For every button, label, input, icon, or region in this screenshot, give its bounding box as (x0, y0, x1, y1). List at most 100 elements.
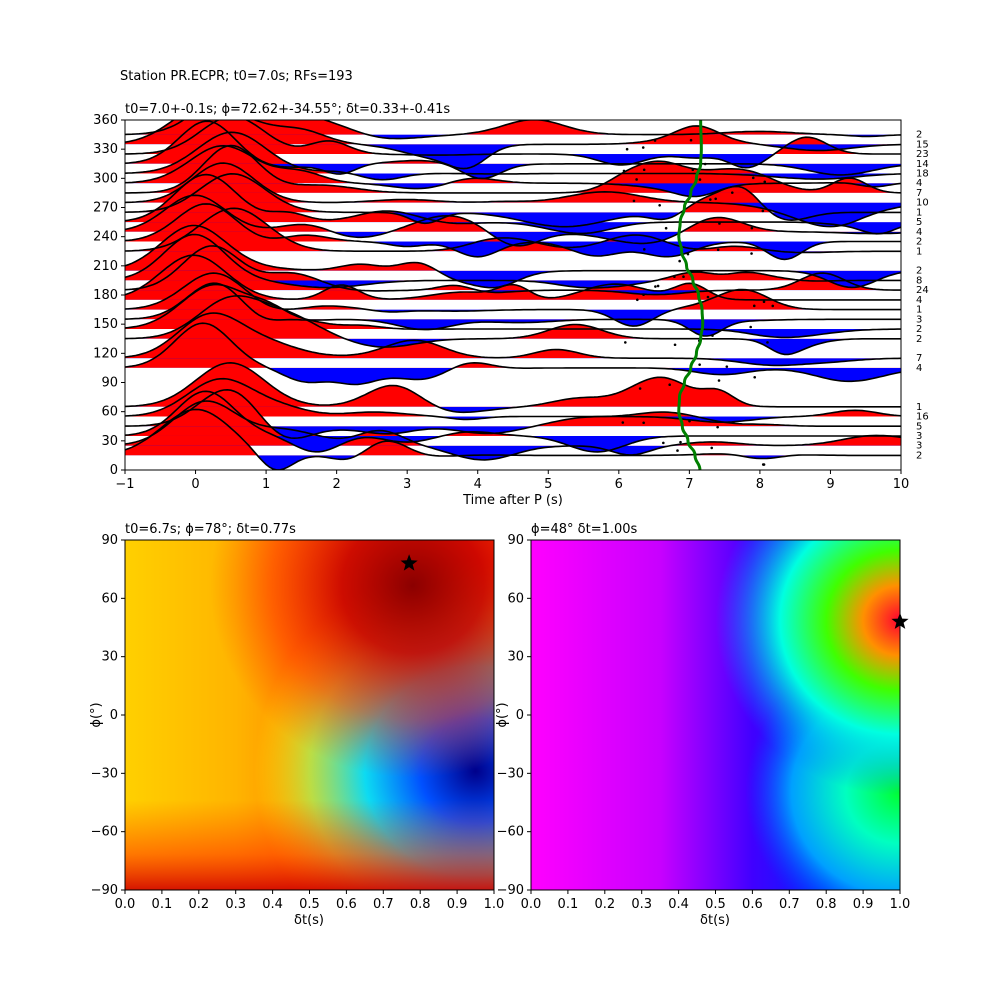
trace-count-label: 4 (916, 363, 922, 374)
pick-marker (762, 300, 766, 304)
x-tick-label: 0 (191, 477, 199, 492)
y-tick-label: 0 (516, 708, 524, 723)
pick-marker (710, 446, 714, 450)
x-tick-label: 5 (544, 477, 552, 492)
pick-marker (624, 341, 627, 344)
trace-count-label: 8 (916, 275, 922, 286)
pick-marker (698, 363, 701, 366)
pick-marker (664, 226, 668, 230)
grid-left-x-axis-label: δt(s) (294, 913, 324, 928)
x-tick-label: 0.1 (152, 897, 173, 912)
y-tick-label: −60 (497, 825, 524, 840)
y-tick-label: 30 (101, 650, 118, 665)
pick-marker (749, 325, 752, 329)
y-tick-label: 60 (507, 591, 524, 606)
trace-count-label: 2 (916, 324, 922, 335)
y-tick-label: 90 (507, 533, 524, 548)
pick-marker (678, 259, 681, 263)
picked-time-markers (621, 138, 775, 466)
traces-title: t0=7.0+-0.1s; ϕ=72.62+-34.55°; δt=0.33+-… (125, 102, 450, 117)
trace-count-label: 3 (916, 441, 922, 452)
trace-count-label: 24 (916, 285, 929, 296)
x-tick-label: 0.4 (262, 897, 283, 912)
trace-line (125, 120, 901, 140)
trace-line (125, 361, 901, 414)
best-fit-star-right (891, 612, 909, 629)
traces-x-axis-label: Time after P (s) (462, 493, 563, 508)
trace-count-label: 10 (916, 198, 929, 209)
pick-marker (658, 204, 661, 207)
grid-left-y-axis-label: ϕ(°) (89, 702, 104, 727)
trace-line (125, 207, 901, 254)
trace-line (125, 282, 901, 337)
pick-marker (636, 298, 639, 302)
pick-marker (698, 178, 702, 181)
trace-count-label: 1 (916, 246, 922, 257)
pick-marker (625, 147, 629, 151)
pick-marker (763, 180, 767, 184)
pick-marker (679, 440, 682, 444)
y-tick-label: 240 (93, 230, 118, 245)
trace-line (125, 254, 901, 301)
trace-count-label: 2 (916, 130, 922, 141)
grid-right-y-ticks: −90 −60 −30 0 30 60 90 (497, 533, 531, 898)
x-tick-label: 0.9 (853, 897, 874, 912)
trace-line (125, 144, 901, 198)
pick-marker (717, 379, 721, 382)
x-tick-label: 1 (262, 477, 270, 492)
pick-marker (771, 304, 775, 308)
trace-line (125, 294, 901, 356)
grid-right-heatmap (531, 540, 900, 890)
pick-marker (673, 275, 676, 278)
pick-marker (656, 284, 660, 288)
pick-marker (632, 199, 636, 203)
pick-marker (706, 295, 710, 299)
y-tick-label: 0 (110, 463, 118, 478)
x-tick-label: 0.8 (410, 897, 431, 912)
pick-marker (642, 168, 646, 172)
pick-marker (638, 387, 642, 390)
trace-line (125, 172, 901, 228)
trace-count-label: 2 (916, 450, 922, 461)
trace-count-label: 1 (916, 207, 922, 218)
trace-count-label: 23 (916, 149, 929, 160)
grid-left-title: t0=6.7s; ϕ=78°; δt=0.77s (125, 522, 296, 537)
receiver-function-traces-panel: t0=7.0+-0.1s; ϕ=72.62+-34.55°; δt=0.33+-… (93, 102, 929, 508)
y-tick-label: 270 (93, 201, 118, 216)
pick-marker (703, 162, 707, 166)
pick-marker (716, 425, 719, 429)
moveout-curve (677, 119, 705, 471)
pick-marker (653, 139, 657, 142)
grid-right-y-axis-label: ϕ(°) (495, 702, 510, 727)
trace-line (125, 233, 901, 289)
pick-marker (641, 146, 645, 149)
trace-line (125, 377, 901, 423)
trace-line (125, 120, 901, 180)
x-tick-label: 0.7 (373, 897, 394, 912)
pick-marker (621, 421, 625, 424)
trace-line (125, 390, 901, 453)
pick-marker (682, 275, 685, 278)
trace-line (125, 400, 901, 461)
pick-marker (691, 168, 695, 172)
x-tick-label: 0.6 (336, 897, 357, 912)
x-tick-label: 2 (332, 477, 340, 492)
x-tick-label: 1.0 (484, 897, 505, 912)
y-tick-label: 60 (101, 591, 118, 606)
y-tick-label: 210 (93, 259, 118, 274)
x-tick-label: 1.0 (890, 897, 911, 912)
trace-line (125, 173, 901, 235)
trace-line (125, 120, 901, 169)
y-tick-label: −90 (497, 883, 524, 898)
pick-marker (635, 178, 638, 181)
pick-marker (750, 252, 753, 255)
trace-count-label: 16 (916, 412, 929, 423)
trace-count-label: 2 (916, 237, 922, 248)
pick-marker (709, 198, 712, 201)
x-tick-label: 0.8 (816, 897, 837, 912)
pick-marker (753, 375, 757, 379)
pick-marker (642, 421, 645, 425)
pick-marker (622, 169, 626, 173)
grid-right-x-axis-label: δt(s) (700, 913, 730, 928)
